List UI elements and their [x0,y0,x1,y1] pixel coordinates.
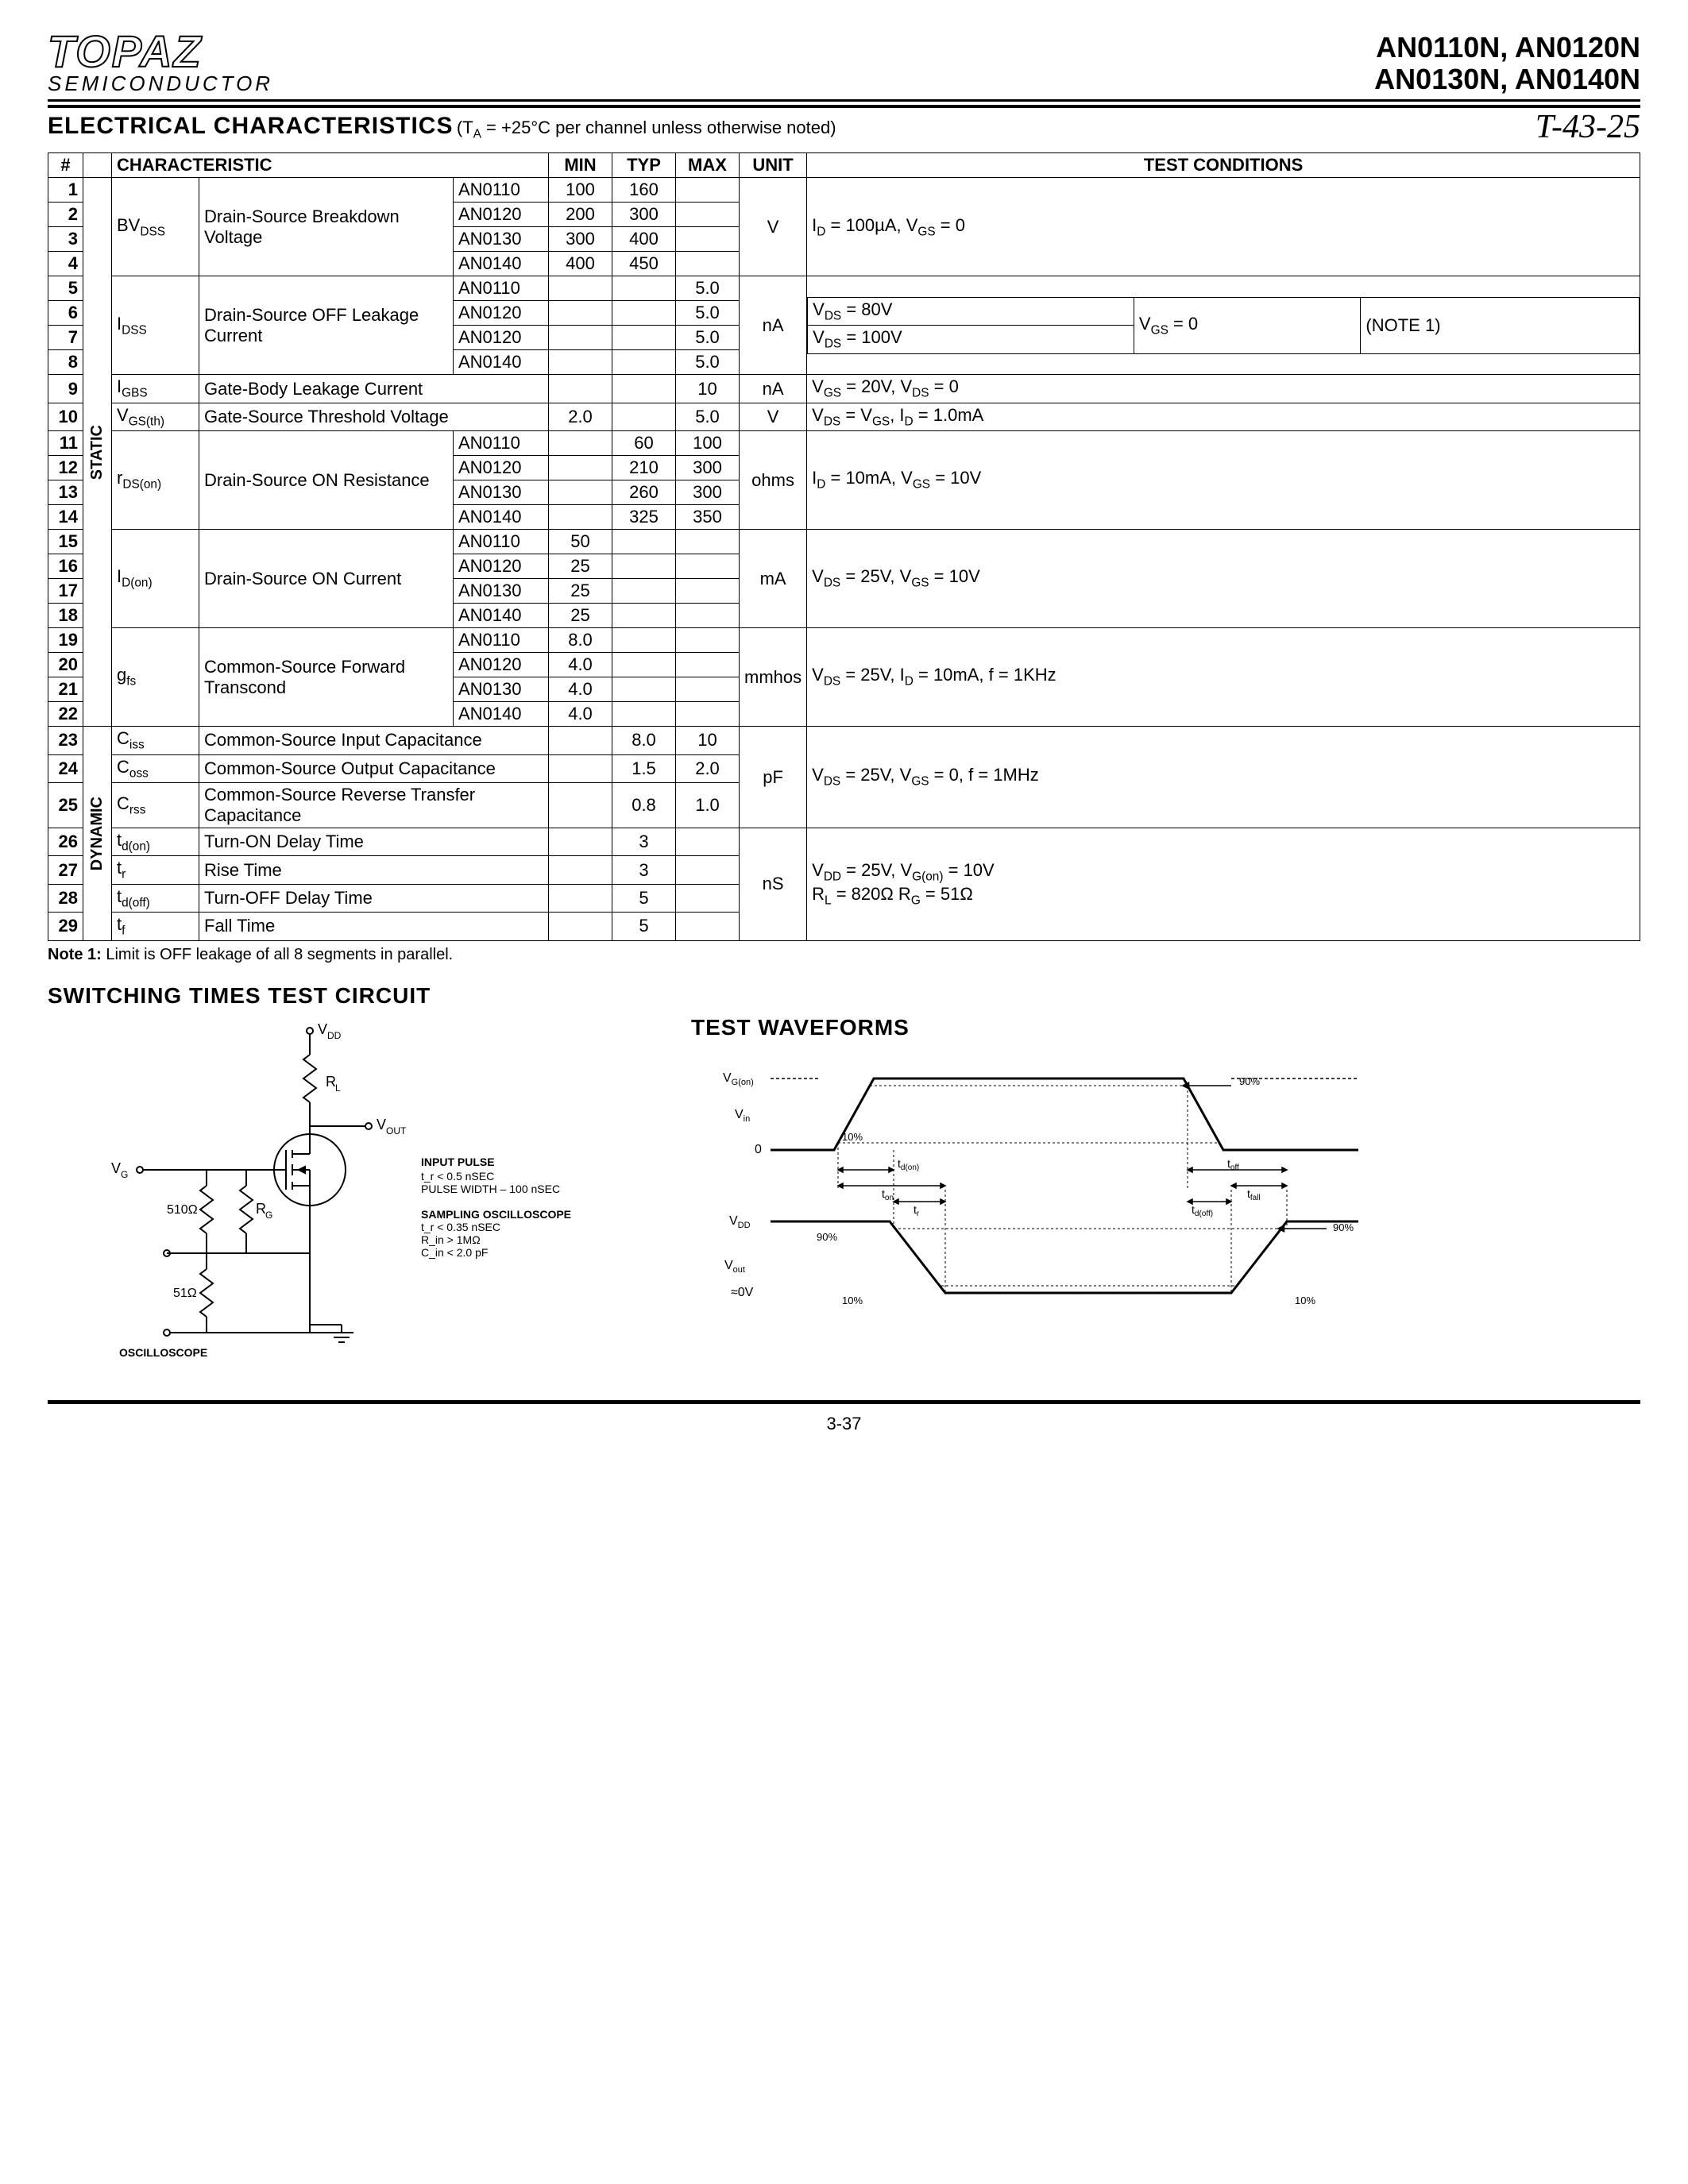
wave-tr: tr [914,1203,920,1218]
svg-text:10%: 10% [1295,1295,1315,1306]
wave-tfall: tfall [1247,1187,1261,1202]
sym-idon: ID(on) [112,530,199,628]
circuit-diagram: VDD RL VOUT [48,1015,643,1368]
table-row: 9 IGBS Gate-Body Leakage Current 10 nA V… [48,375,1640,403]
svg-text:t_r < 0.35 nSEC: t_r < 0.35 nSEC [421,1221,500,1233]
svg-text:L: L [335,1082,341,1094]
col-max: MAX [676,153,740,178]
cond-bvdss: ID = 100µA, VGS = 0 [807,178,1640,276]
logo-sub: SEMICONDUCTOR [48,71,273,96]
svg-text:10%: 10% [842,1295,863,1306]
logo-block: TOPAZ SEMICONDUCTOR [48,32,273,96]
svg-text:R_in > 1MΩ: R_in > 1MΩ [421,1233,481,1246]
svg-text:90%: 90% [1333,1221,1354,1233]
sym-igbs: IGBS [112,375,199,403]
label-51: 51Ω [173,1287,197,1300]
page-number: 3-37 [826,1414,861,1433]
ec-subtitle: (TA = +25°C per channel unless otherwise… [457,118,836,137]
cond-idss: VDS = 80V VGS = 0 (NOTE 1) VDS = 100V [807,276,1640,375]
part-numbers: AN0110N, AN0120N AN0130N, AN0140N [1374,32,1640,95]
table-row: 5 IDSS Drain-Source OFF Leakage Current … [48,276,1640,301]
circuit-svg: VDD RL VOUT [48,1015,643,1364]
col-cat [83,153,112,178]
col-cond: TEST CONDITIONS [807,153,1640,178]
wave-vgon: VG(on) [723,1071,754,1087]
sym-idss: IDSS [112,276,199,375]
table-row: 10 VGS(th) Gate-Source Threshold Voltage… [48,403,1640,430]
switching-title: SWITCHING TIMES TEST CIRCUIT [48,983,1640,1009]
sym-coss: Coss [112,754,199,782]
logo-main: TOPAZ [48,32,273,71]
partnos-line2: AN0130N, AN0140N [1374,64,1640,95]
sym-bvdss: BVDSS [112,178,199,276]
diagrams-row: VDD RL VOUT [48,1015,1640,1368]
page-footer: 3-37 [48,1400,1640,1434]
svg-text:90%: 90% [1239,1075,1260,1087]
waveforms-title: TEST WAVEFORMS [691,1015,1640,1040]
ec-title-row: ELECTRICAL CHARACTERISTICS (TA = +25°C p… [48,105,1640,146]
sym-tdoff: td(off) [112,884,199,912]
sym-rdson: rDS(on) [112,431,199,530]
col-min: MIN [549,153,612,178]
table-row: 11 rDS(on) Drain-Source ON Resistance AN… [48,431,1640,456]
header: TOPAZ SEMICONDUCTOR AN0110N, AN0120N AN0… [48,32,1640,102]
label-vout: V [377,1117,386,1133]
svg-text:DD: DD [327,1030,342,1041]
sym-tdon: td(on) [112,828,199,855]
note-1: Note 1: Limit is OFF leakage of all 8 se… [48,946,1640,964]
wave-vdd: VDD [729,1214,751,1230]
col-typ: TYP [612,153,676,178]
svg-text:G: G [265,1210,272,1221]
dynamic-label: DYNAMIC [83,727,112,940]
electrical-characteristics-table: # CHARACTERISTIC MIN TYP MAX UNIT TEST C… [48,152,1640,940]
wave-zero: 0 [755,1143,762,1156]
label-vg: V [111,1160,121,1176]
col-char: CHARACTERISTIC [112,153,549,178]
svg-text:PULSE WIDTH – 100 nSEC: PULSE WIDTH – 100 nSEC [421,1183,560,1195]
svg-text:t_r < 0.5 nSEC: t_r < 0.5 nSEC [421,1170,494,1183]
waveforms-block: TEST WAVEFORMS [691,1015,1640,1337]
svg-text:90%: 90% [817,1231,837,1243]
notes-title: INPUT PULSE [421,1156,495,1168]
wave-tdoff: td(off) [1192,1203,1213,1218]
table-row: 23 DYNAMIC Ciss Common-Source Input Capa… [48,727,1640,754]
partnos-line1: AN0110N, AN0120N [1374,32,1640,64]
ec-title: ELECTRICAL CHARACTERISTICS [48,113,453,139]
label-osc: OSCILLOSCOPE [119,1346,207,1359]
wave-tdon: td(on) [898,1157,919,1172]
sym-vgsth: VGS(th) [112,403,199,430]
wave-ton: ton [882,1187,894,1202]
static-label: STATIC [83,178,112,727]
svg-text:SAMPLING OSCILLOSCOPE: SAMPLING OSCILLOSCOPE [421,1208,571,1221]
svg-text:OUT: OUT [386,1125,407,1136]
sym-gfs: gfs [112,628,199,727]
wave-vin: Vin [735,1108,750,1124]
wave-0v: ≈0V [731,1286,754,1299]
svg-text:C_in < 2.0 pF: C_in < 2.0 pF [421,1246,488,1259]
sym-ciss: Ciss [112,727,199,754]
table-row: 1 STATIC BVDSS Drain-Source Breakdown Vo… [48,178,1640,203]
handwritten-code: T-43-25 [1535,108,1640,146]
svg-text:G: G [121,1169,128,1180]
sym-tr: tr [112,856,199,884]
sym-crss: Crss [112,782,199,828]
table-header-row: # CHARACTERISTIC MIN TYP MAX UNIT TEST C… [48,153,1640,178]
table-row: 26 td(on) Turn-ON Delay Time 3 nS VDD = … [48,828,1640,855]
sym-tf: tf [112,913,199,940]
col-unit: UNIT [740,153,807,178]
label-510: 510Ω [167,1203,198,1217]
table-row: 15 ID(on) Drain-Source ON Current AN0110… [48,530,1640,554]
wave-vout: Vout [724,1259,745,1275]
svg-text:10%: 10% [842,1131,863,1143]
table-row: 19 gfs Common-Source Forward Transcond A… [48,628,1640,653]
label-vdd: V [318,1021,327,1037]
waveforms-svg: VG(on) Vin 0 10% 90% td(on) ton tr toff … [691,1047,1406,1333]
col-num: # [48,153,83,178]
